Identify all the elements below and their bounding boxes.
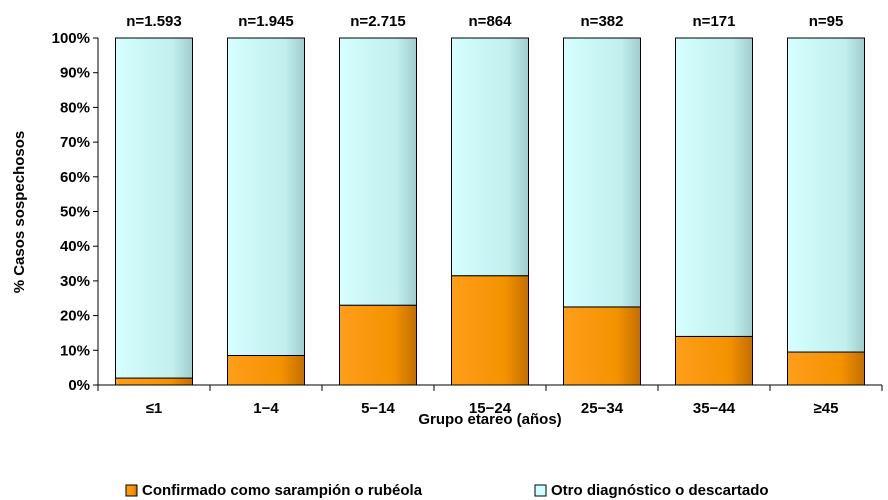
y-tick-label: 20% [60,308,90,325]
y-axis-title: % Casos sospechosos [11,131,28,294]
bar-count-label: n=864 [469,13,513,30]
y-tick-label: 70% [60,134,90,151]
x-tick-label: 25−34 [581,400,624,417]
bar-other [787,37,865,353]
bar-count-label: n=1.593 [126,13,181,30]
x-tick-label: ≤1 [146,400,163,417]
bar-other [115,37,193,379]
bar-confirmed [451,275,529,386]
y-tick-label: 10% [60,342,90,359]
y-tick-label: 60% [60,169,90,186]
bar-confirmed [787,351,865,386]
bar-other [675,37,753,337]
bar-other [563,37,641,308]
bar-count-label: n=2.715 [350,13,405,30]
legend-label: Otro diagnóstico o descartado [551,482,769,499]
y-tick-label: 50% [60,204,90,221]
x-axis-title: Grupo etareo (años) [418,411,561,428]
bar-confirmed [675,335,753,386]
bar-count-labels: n=1.593 n=1.945 n=2.715 n=864 n=382 n=171 n=95 [126,13,843,30]
y-tick-label: 40% [60,238,90,255]
bar-confirmed [339,304,417,386]
bar-other [339,37,417,306]
bar-count-label: n=1.945 [238,13,293,30]
y-tick-label: 100% [52,30,90,47]
bar-confirmed [563,306,641,386]
bar-count-label: n=382 [581,13,624,30]
legend-swatch [534,484,547,497]
y-tick-label: 30% [60,273,90,290]
x-tick-label: 15−24 [469,400,512,417]
bar-count-label: n=171 [693,13,736,30]
legend-label: Confirmado como sarampión o rubéola [142,482,423,499]
legend: Confirmado como sarampión o rubéola Otro … [125,482,769,499]
x-tick-label: ≥45 [814,400,839,417]
bar-confirmed [115,377,193,386]
y-tick-label: 0% [68,377,90,394]
bar-other [451,37,529,277]
x-tick-label: 1−4 [253,400,279,417]
bar-confirmed [227,355,305,386]
y-axis: 0% 10% 20% 30% 40% 50% 60% 70% 80% 90% 100% [52,30,99,394]
y-tick-label: 90% [60,65,90,82]
bar-count-label: n=95 [809,13,844,30]
x-tick-label: 5−14 [361,400,395,417]
legend-swatch [125,484,138,497]
bars [115,37,865,386]
bar-other [227,37,305,357]
y-tick-label: 80% [60,99,90,116]
x-tick-label: 35−44 [693,400,736,417]
